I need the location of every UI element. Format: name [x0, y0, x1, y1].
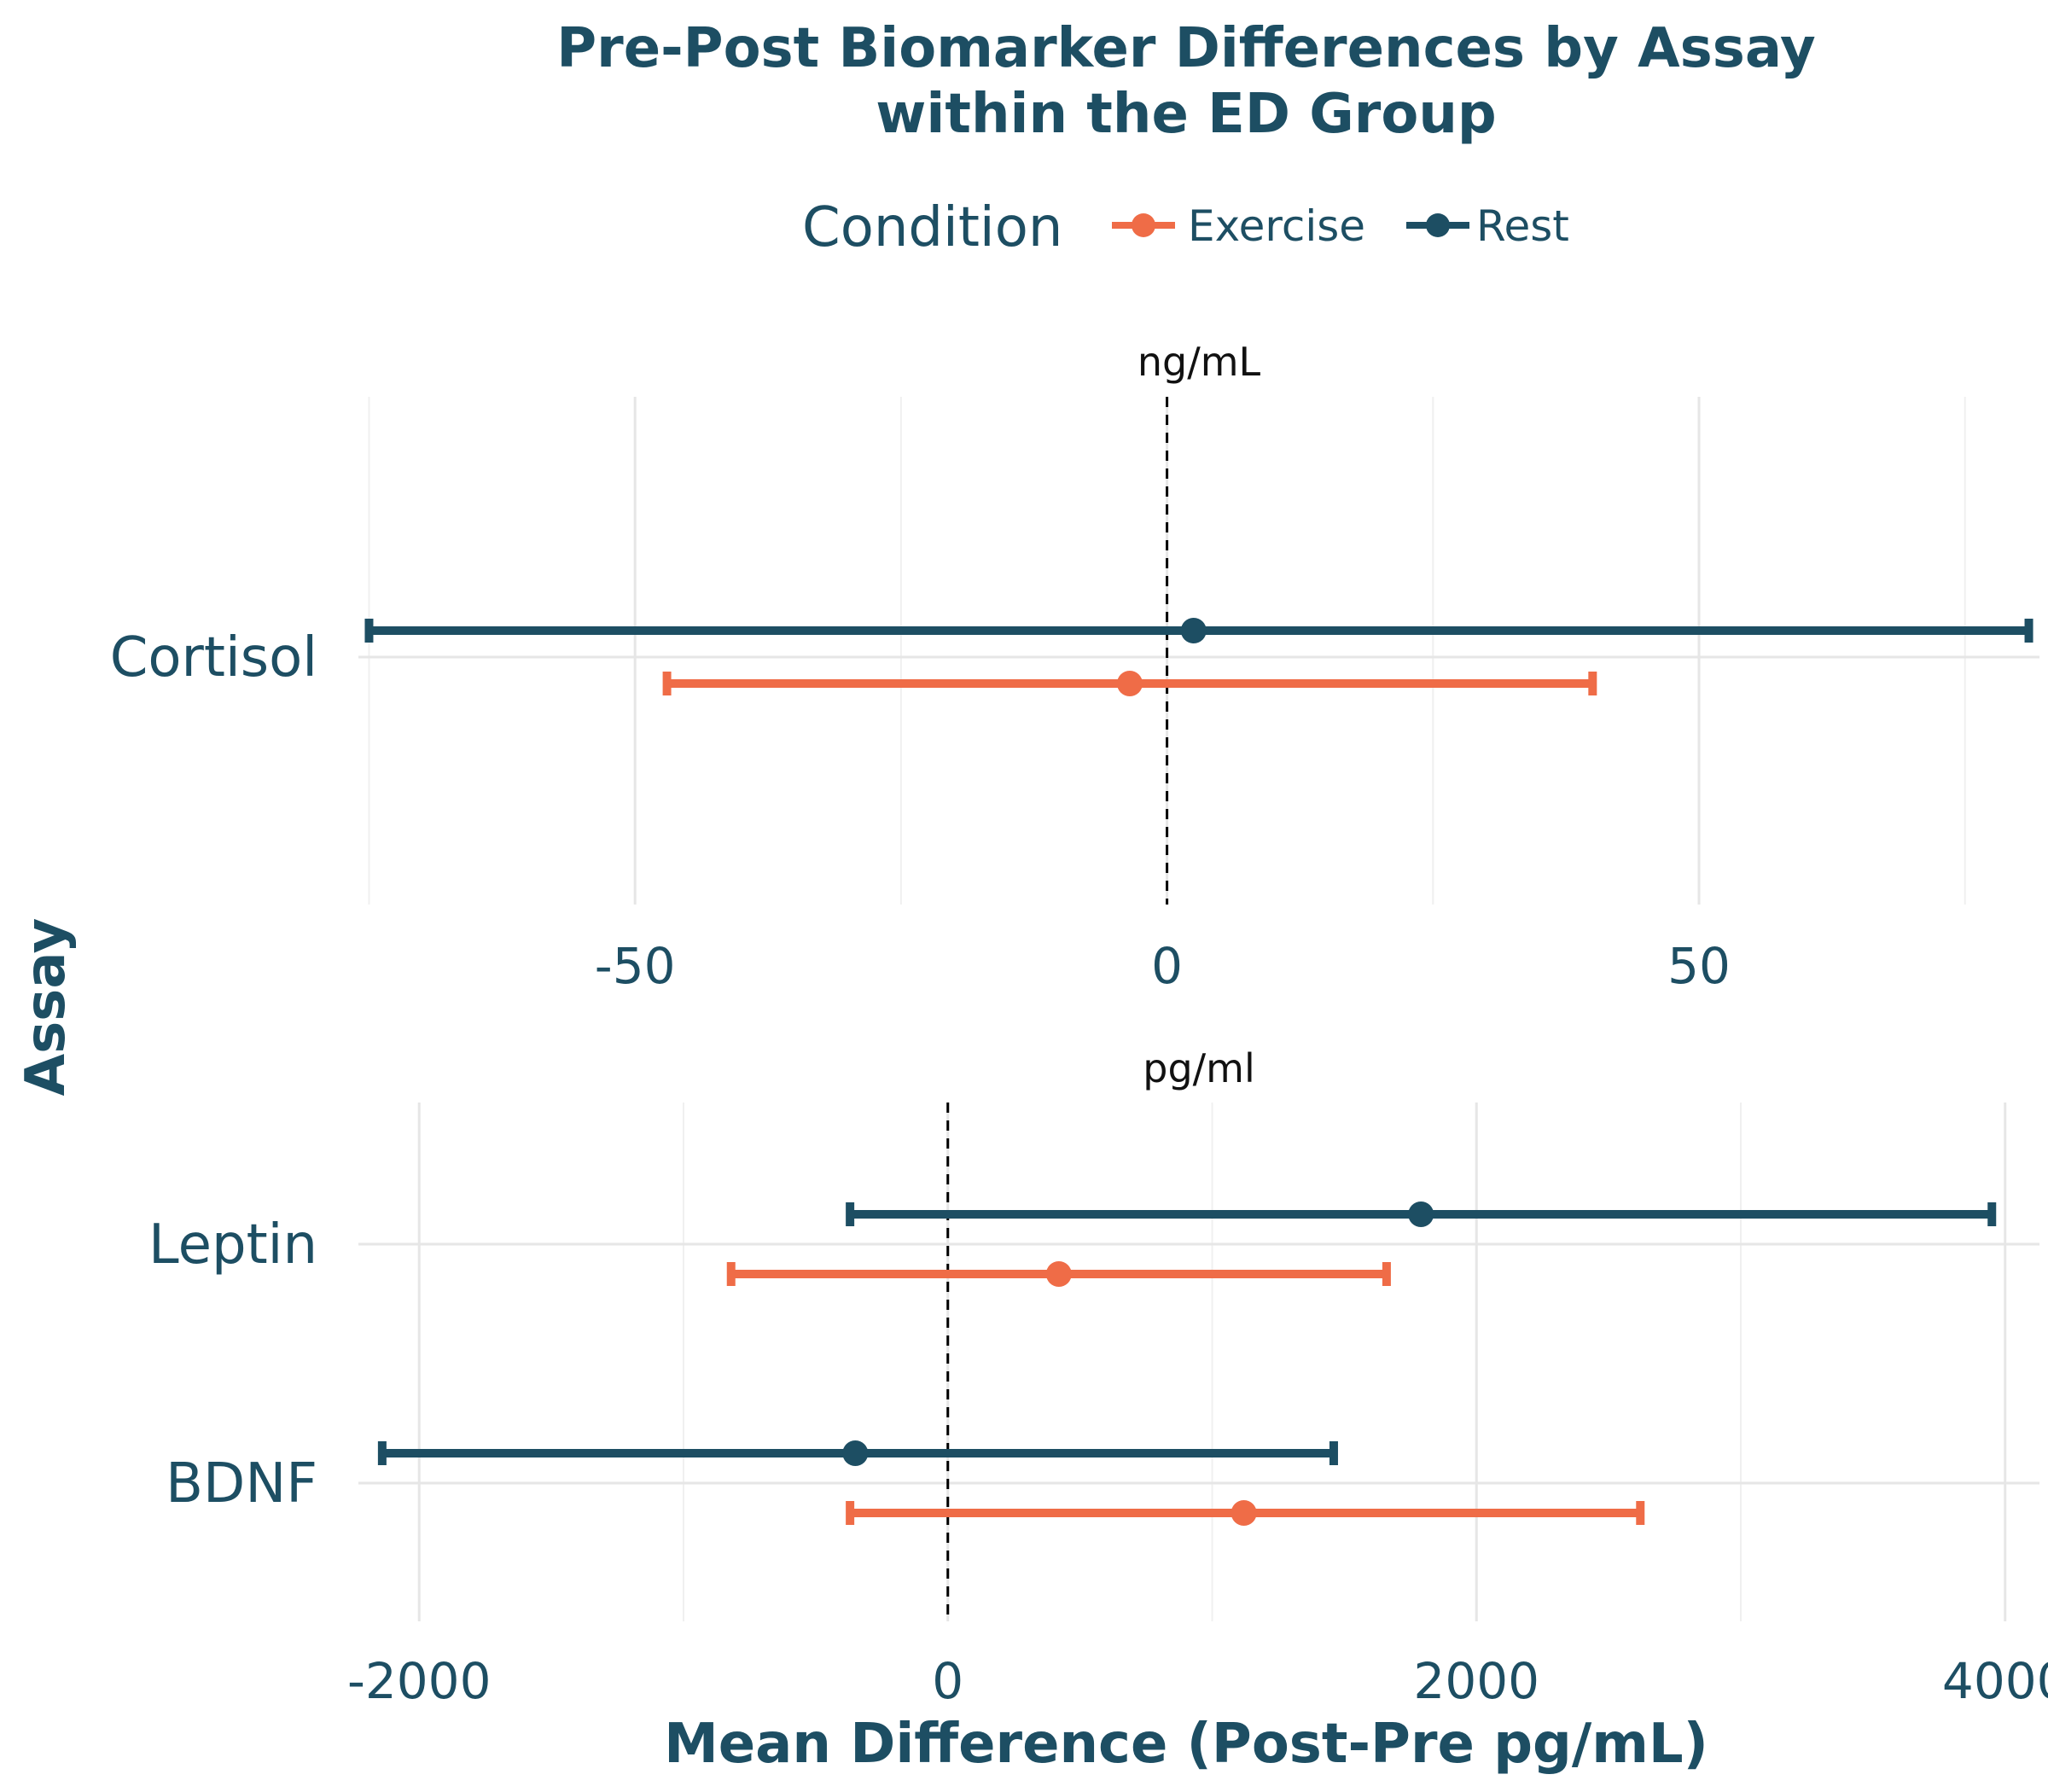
legend-title: Condition [802, 196, 1062, 259]
x-tick-label: 2000 [1413, 1652, 1539, 1710]
category-label: Cortisol [110, 626, 317, 689]
legend-exercise-key-dot [1132, 213, 1155, 237]
mean-point-exercise [1231, 1500, 1257, 1526]
legend-exercise-label: Exercise [1188, 201, 1365, 251]
mean-point-rest [1408, 1201, 1434, 1227]
facet-label: pg/ml [1143, 1045, 1255, 1091]
mean-point-rest [842, 1440, 869, 1466]
x-tick-label: 4000 [1942, 1652, 2048, 1710]
mean-point-exercise [1116, 671, 1143, 696]
x-tick-label: -2000 [347, 1652, 492, 1710]
x-tick-label: -50 [595, 937, 676, 995]
x-tick-label: 0 [932, 1652, 963, 1710]
x-tick-label: 50 [1667, 937, 1731, 995]
legend-rest-label: Rest [1476, 201, 1569, 251]
category-label: Leptin [148, 1213, 317, 1277]
x-axis-title: Mean Difference (Post-Pre pg/mL) [664, 1713, 1708, 1776]
mean-point-rest [1180, 618, 1207, 643]
x-tick-label: 0 [1151, 937, 1183, 995]
legend-rest-key-dot [1426, 213, 1450, 237]
legend: Condition Exercise Rest [802, 196, 1569, 259]
facet-2: pg/ml -2000 0 2000 4000 Leptin BDNF [148, 1045, 2048, 1710]
chart-title-line-2: within the ED Group [876, 83, 1496, 146]
chart-title-line-1: Pre-Post Biomarker Differences by Assay [556, 17, 1816, 80]
mean-point-exercise [1045, 1261, 1072, 1287]
category-label: BDNF [166, 1452, 317, 1516]
facets: ng/mL -50 0 50 Cortisol pg/ml -2000 0 2000 4000 Le… [110, 339, 2048, 1710]
legend-entry-exercise[interactable]: Exercise [1112, 201, 1365, 251]
facet-1: ng/mL -50 0 50 Cortisol [110, 339, 2039, 995]
y-axis-title: Assay [15, 918, 78, 1097]
legend-entry-rest[interactable]: Rest [1406, 201, 1569, 251]
facet-label: ng/mL [1137, 339, 1261, 385]
